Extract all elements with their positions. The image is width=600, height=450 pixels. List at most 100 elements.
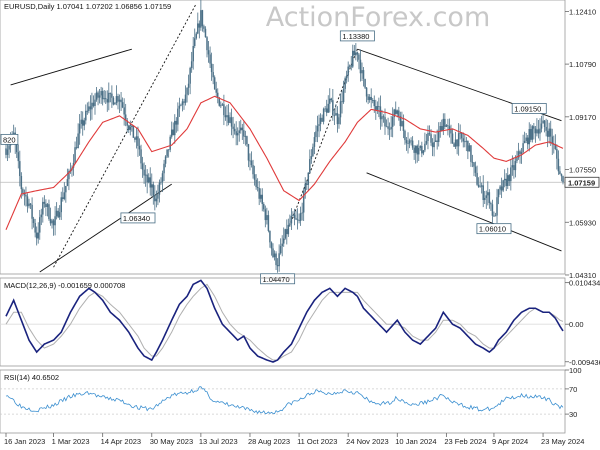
- candle-body: [536, 129, 538, 134]
- candle-body: [425, 141, 428, 144]
- candle-body: [247, 144, 250, 161]
- candle-body: [68, 170, 70, 180]
- candle-body: [233, 128, 236, 132]
- candle-body: [83, 120, 86, 126]
- price-tick-label: 1.05930: [569, 218, 596, 227]
- price-tick-label: 1.12410: [569, 7, 596, 16]
- candle-body: [510, 167, 512, 182]
- candle-body: [20, 176, 23, 190]
- candle-body: [482, 185, 484, 201]
- candle-body: [203, 26, 205, 29]
- candle-body: [523, 140, 526, 144]
- candle-body: [371, 100, 374, 101]
- candle-body: [275, 253, 277, 266]
- candle-body: [62, 197, 64, 199]
- candle-body: [207, 50, 210, 55]
- candle-body: [408, 140, 411, 144]
- candle-body: [497, 189, 500, 198]
- candle-body: [138, 145, 141, 150]
- candle-body: [281, 243, 283, 247]
- candle-body: [63, 192, 66, 199]
- candle-body: [66, 179, 69, 186]
- candle-body: [164, 156, 167, 164]
- candle-body: [282, 238, 285, 244]
- candle-body: [355, 52, 357, 56]
- candle-body: [556, 149, 558, 159]
- candle-body: [192, 45, 194, 62]
- candle-body: [22, 189, 24, 193]
- candle-body: [318, 124, 320, 126]
- candle-body: [494, 215, 497, 217]
- candle-body: [85, 110, 87, 121]
- candle-body: [557, 158, 560, 172]
- candle-body: [522, 143, 524, 153]
- candle-body: [474, 166, 477, 173]
- candle-body: [496, 197, 498, 216]
- candle-body: [361, 70, 363, 74]
- time-tick-label: 28 Aug 2023: [248, 437, 290, 446]
- candle-body: [465, 140, 468, 142]
- candle-body: [77, 133, 79, 149]
- candle-body: [131, 125, 133, 127]
- candle-body: [227, 115, 230, 123]
- candle-body: [273, 253, 276, 258]
- candle-body: [32, 218, 35, 224]
- ema-line: [5, 95, 564, 230]
- candle-body: [457, 133, 460, 147]
- time-tick-label: 16 Jan 2023: [4, 437, 45, 446]
- candle-body: [39, 217, 41, 233]
- candle-body: [210, 63, 213, 73]
- trendline-solid: [366, 172, 562, 252]
- candle-body: [436, 140, 438, 142]
- time-tick-label: 1 Mar 2023: [52, 437, 90, 446]
- candle-body: [493, 215, 495, 217]
- candle-body: [540, 123, 543, 129]
- candle-body: [243, 130, 245, 137]
- candle-body: [321, 117, 323, 122]
- candle-body: [454, 139, 457, 147]
- candle-body: [333, 115, 336, 117]
- candle-body: [507, 175, 509, 186]
- candle-body: [394, 109, 397, 114]
- candle-body: [350, 65, 352, 67]
- candle-body: [147, 177, 150, 183]
- candle-body: [120, 99, 122, 103]
- candle-body: [35, 232, 38, 239]
- candle-body: [464, 141, 466, 143]
- candle-body: [431, 142, 434, 148]
- candle-body: [503, 178, 506, 181]
- time-tick-label: 24 Nov 2023: [346, 437, 389, 446]
- candle-body: [46, 204, 49, 207]
- candle-body: [184, 94, 187, 103]
- candle-body: [244, 136, 247, 137]
- candle-body: [433, 141, 435, 148]
- candle-body: [31, 204, 33, 219]
- candle-body: [325, 108, 328, 113]
- candle-body: [6, 149, 9, 155]
- candle-body: [97, 92, 99, 98]
- candle-body: [365, 87, 368, 97]
- candle-body: [295, 218, 297, 220]
- candle-body: [52, 220, 55, 226]
- candle-body: [223, 104, 225, 116]
- rsi-panel: 100 70 30 RSI(14) 40.6502: [0, 366, 582, 434]
- candle-body: [190, 61, 193, 68]
- candle-body: [166, 149, 168, 157]
- candle-body: [315, 131, 317, 138]
- candle-body: [470, 145, 472, 162]
- candle-body: [220, 105, 222, 107]
- candle-body: [345, 75, 348, 79]
- annotation-box: [0, 133, 19, 145]
- candle-body: [252, 165, 254, 175]
- candle-body: [81, 119, 84, 126]
- candle-body: [238, 130, 240, 134]
- candle-body: [422, 150, 425, 154]
- candle-body: [468, 145, 471, 152]
- candle-body: [414, 145, 417, 153]
- candle-body: [511, 165, 514, 168]
- candle-body: [241, 127, 244, 131]
- annotation-box: [511, 103, 547, 114]
- candle-body: [157, 194, 159, 199]
- candle-body: [15, 143, 18, 153]
